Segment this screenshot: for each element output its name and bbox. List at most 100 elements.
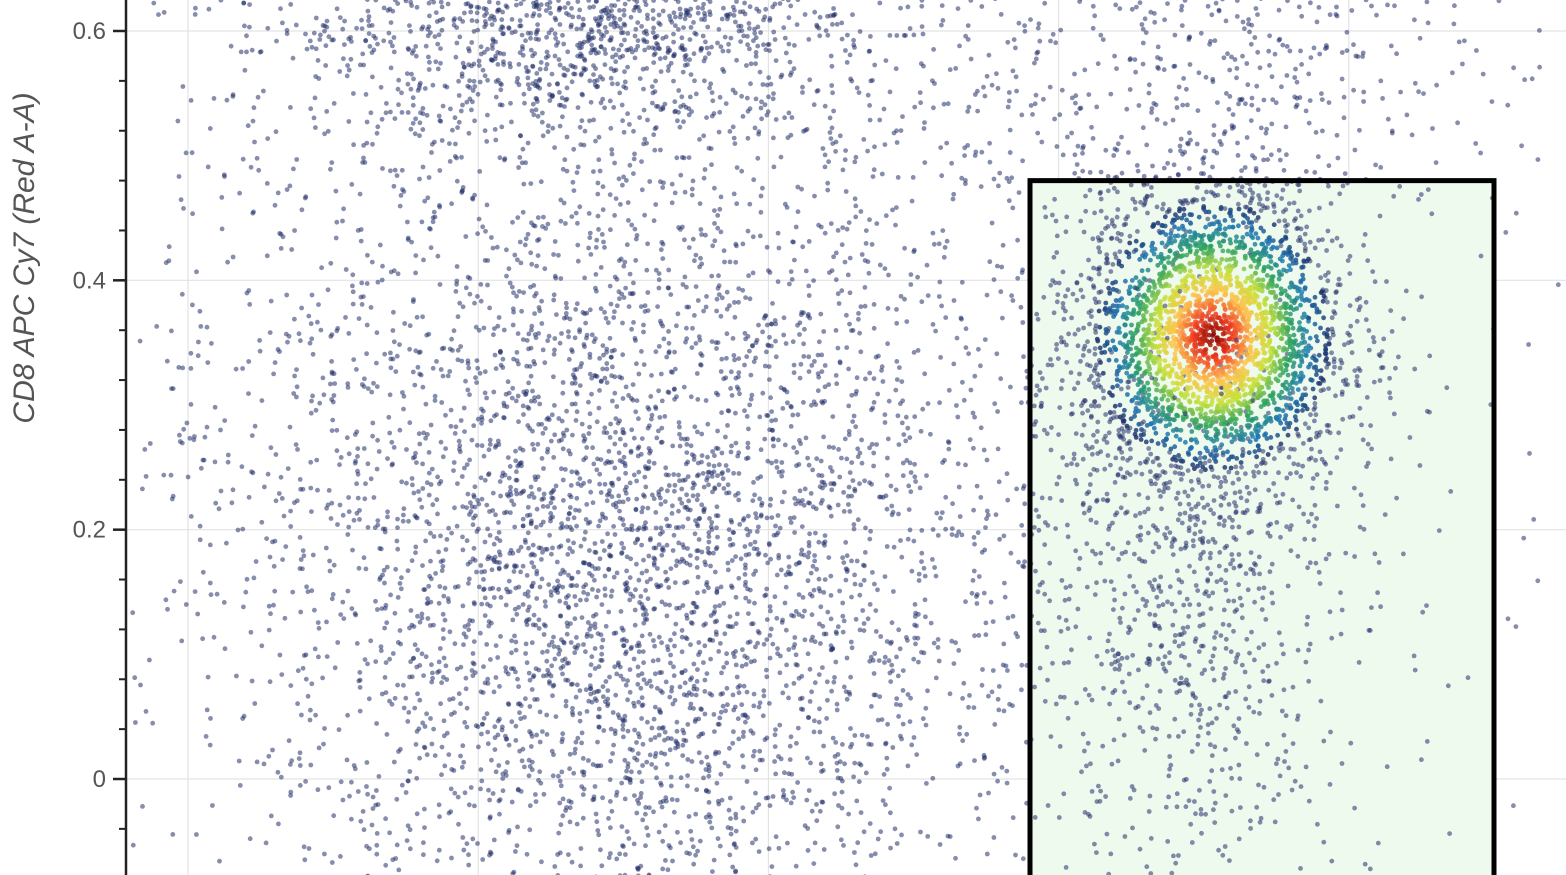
data-point	[561, 41, 567, 47]
data-point	[342, 18, 347, 24]
data-point	[742, 11, 748, 17]
data-point	[821, 631, 827, 637]
data-point	[837, 360, 843, 366]
data-point	[484, 642, 490, 647]
data-point	[706, 462, 712, 467]
data-point	[468, 9, 474, 15]
data-point	[725, 702, 730, 708]
data-point	[439, 138, 445, 143]
data-point	[469, 107, 474, 113]
data-point	[410, 120, 416, 126]
data-point	[487, 509, 492, 514]
data-point	[365, 661, 370, 667]
data-point	[532, 332, 538, 337]
data-point	[789, 771, 795, 777]
data-point	[740, 753, 745, 759]
data-point	[574, 523, 579, 529]
data-point	[294, 367, 299, 372]
data-point	[577, 40, 583, 46]
data-point	[990, 668, 996, 673]
data-point	[204, 707, 210, 713]
data-point	[798, 551, 804, 557]
data-point	[564, 85, 570, 91]
data-point	[564, 427, 570, 433]
data-point	[393, 566, 399, 572]
data-point	[375, 607, 380, 612]
data-point	[764, 586, 770, 592]
data-point	[757, 233, 763, 239]
data-point	[748, 61, 754, 67]
data-point	[942, 245, 948, 250]
data-point	[852, 45, 857, 50]
data-point	[399, 782, 405, 788]
data-point	[606, 16, 611, 21]
data-point	[939, 303, 944, 309]
data-point	[313, 407, 319, 413]
data-point	[930, 322, 936, 327]
data-point	[623, 651, 628, 657]
data-point	[438, 367, 444, 372]
data-point	[893, 66, 899, 72]
data-point	[808, 760, 813, 766]
data-point	[753, 790, 758, 796]
data-point	[438, 559, 444, 565]
data-point	[351, 517, 357, 523]
data-point	[581, 342, 587, 347]
data-point	[518, 569, 523, 575]
data-point	[656, 725, 662, 731]
data-point	[350, 547, 355, 553]
data-point	[574, 495, 580, 501]
data-point	[631, 656, 637, 662]
data-point	[912, 474, 918, 480]
data-point	[294, 498, 300, 504]
data-point	[529, 220, 534, 226]
data-point	[609, 354, 614, 360]
data-point	[682, 189, 688, 195]
data-point	[602, 47, 607, 52]
data-point	[549, 71, 555, 77]
data-point	[588, 662, 594, 668]
data-point	[718, 194, 724, 200]
data-point	[770, 96, 776, 102]
data-point	[612, 160, 617, 166]
data-point	[205, 164, 211, 170]
data-point	[430, 82, 436, 88]
data-point	[603, 623, 609, 629]
data-point	[1067, 583, 1073, 589]
data-point	[406, 710, 412, 715]
data-point	[516, 165, 521, 170]
data-point	[602, 245, 607, 250]
data-point	[503, 669, 509, 674]
data-point	[492, 724, 498, 730]
data-point	[865, 92, 871, 98]
data-point	[731, 353, 737, 358]
data-point	[771, 443, 776, 449]
data-point	[727, 745, 732, 751]
data-point	[612, 15, 617, 21]
data-point	[498, 634, 503, 639]
data-point	[345, 532, 351, 537]
data-point	[1063, 293, 1068, 299]
data-point	[596, 28, 602, 34]
data-point	[463, 675, 469, 681]
data-point	[671, 31, 676, 37]
data-point	[511, 569, 517, 574]
data-point	[660, 838, 666, 844]
data-point	[363, 481, 368, 487]
data-point	[573, 602, 579, 608]
data-point	[812, 558, 818, 564]
data-point	[257, 348, 263, 354]
data-point	[735, 490, 741, 496]
data-point	[644, 759, 650, 765]
data-point	[140, 804, 145, 809]
data-point	[810, 634, 815, 640]
data-point	[751, 546, 757, 552]
data-point	[281, 513, 287, 519]
data-point	[840, 742, 845, 747]
data-point	[247, 836, 253, 842]
data-point	[475, 91, 481, 97]
data-point	[624, 47, 630, 53]
data-point	[161, 472, 167, 478]
data-point	[163, 260, 169, 266]
data-point	[506, 578, 512, 584]
